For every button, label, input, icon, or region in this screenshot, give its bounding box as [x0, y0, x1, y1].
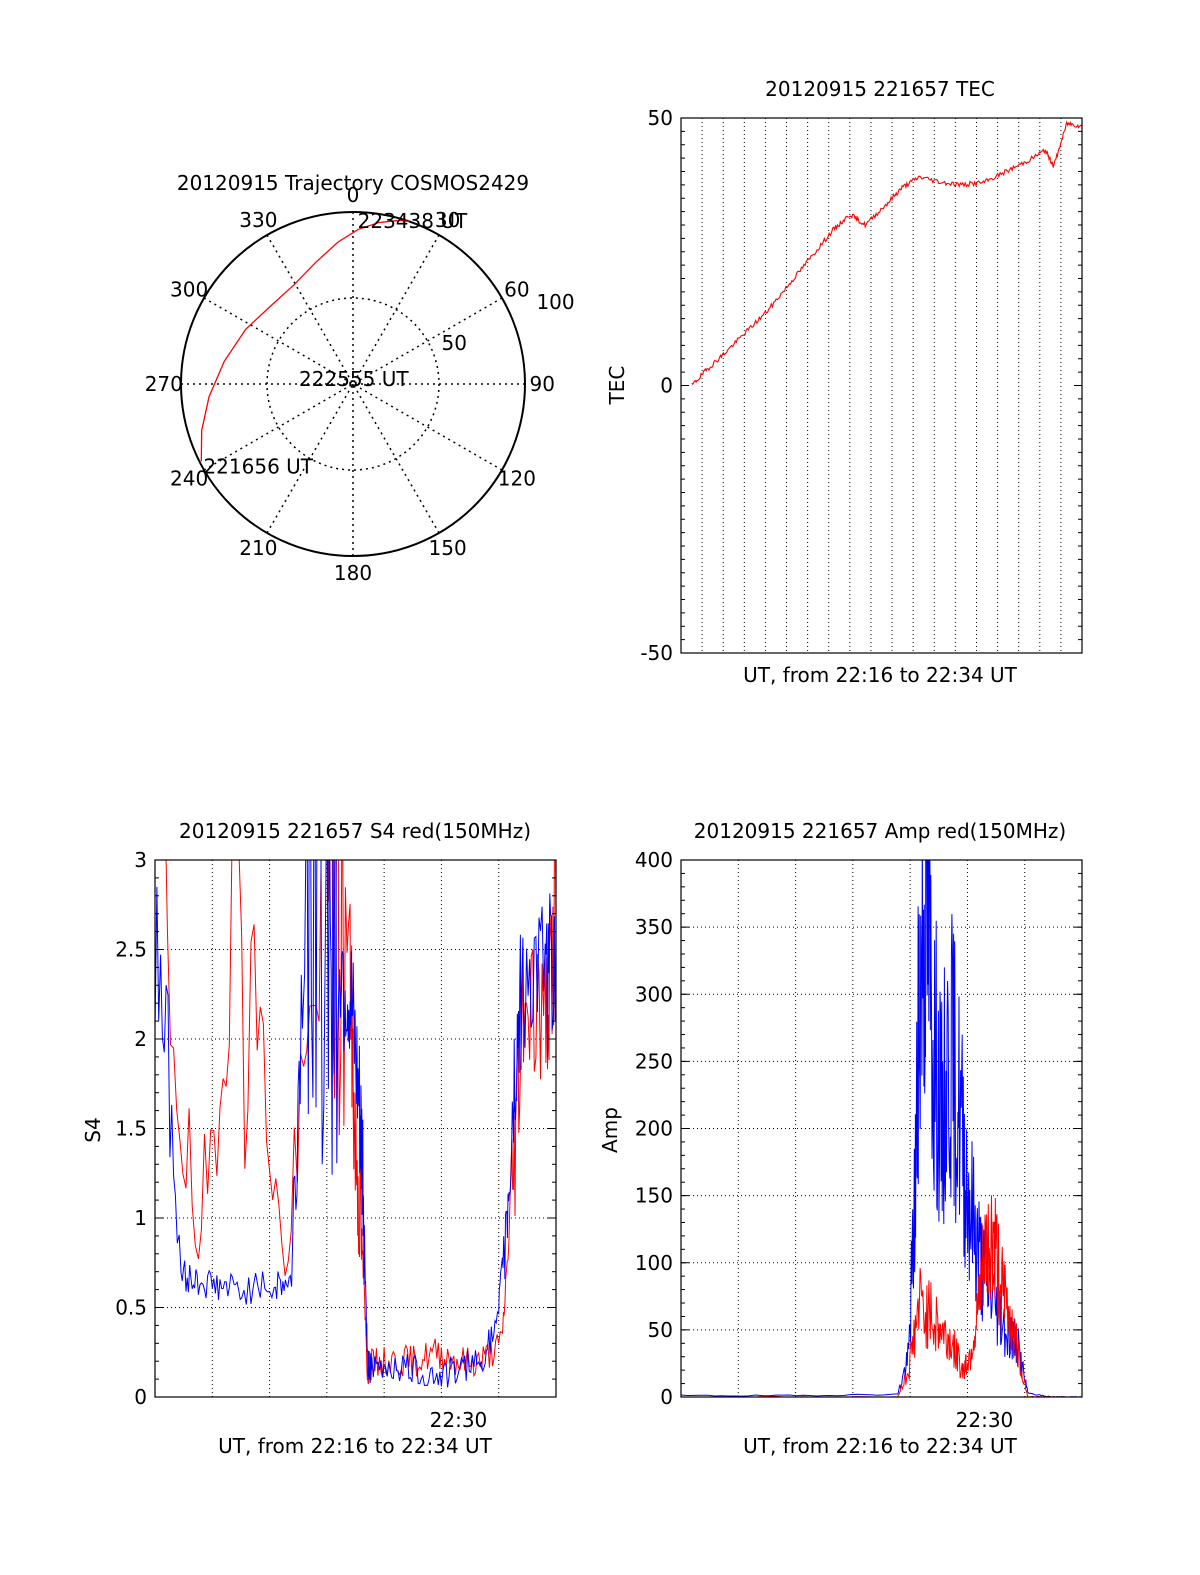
polar-trajectory-plot: 20120915 Trajectory COSMOS2429 0 30 60 90 12…: [145, 171, 575, 585]
polar-azimuth-label: 300: [170, 277, 208, 301]
s4-ylabel: S4: [81, 1117, 105, 1142]
y-tick-label: 0.5: [115, 1296, 147, 1320]
polar-annotation: 221656 UT: [203, 454, 313, 478]
series-line: [691, 120, 1082, 386]
series-line: [165, 860, 556, 1385]
polar-radial-label: 50: [442, 331, 467, 355]
y-tick-label: 400: [635, 848, 673, 872]
x-tick-label: 22:30: [956, 1408, 1014, 1432]
y-tick-label: 1: [134, 1206, 147, 1230]
polar-azimuth-label: 210: [239, 536, 277, 560]
y-tick-label: 200: [635, 1117, 673, 1141]
s4-plot: 20120915 221657 S4 red(150MHz) UT, from …: [81, 819, 557, 1458]
tec-plot: 20120915 221657 TEC UT, from 22:16 to 22…: [605, 77, 1083, 687]
tec-xlabel: UT, from 22:16 to 22:34 UT: [743, 663, 1018, 687]
polar-azimuth-label: 120: [498, 467, 536, 491]
polar-series: [200, 219, 410, 462]
series-group: [681, 860, 1082, 1397]
polar-title: 20120915 Trajectory COSMOS2429: [177, 171, 529, 195]
y-tick-label: 250: [635, 1049, 673, 1073]
polar-azimuth-label: 270: [145, 372, 183, 396]
series-line: [681, 1195, 1082, 1397]
polar-annotation: 223438 UT: [358, 209, 468, 233]
polar-azimuth-label: 150: [429, 536, 467, 560]
y-tick-label: 50: [648, 106, 673, 130]
polar-azimuth-label: 180: [334, 561, 372, 585]
y-tick-label: 150: [635, 1184, 673, 1208]
polar-annotation: 222555 UT: [299, 367, 409, 391]
amp-xlabel: UT, from 22:16 to 22:34 UT: [743, 1434, 1018, 1458]
y-tick-label: -50: [640, 641, 673, 665]
polar-azimuth-label: 60: [504, 277, 529, 301]
tec-ylabel: TEC: [605, 366, 629, 406]
trajectory-line: [200, 219, 410, 462]
amp-plot: 20120915 221657 Amp red(150MHz) UT, from…: [598, 819, 1083, 1458]
series-line: [155, 860, 556, 1388]
y-tick-label: 1.5: [115, 1117, 147, 1141]
polar-radial-label: 100: [536, 290, 574, 314]
series-line: [681, 860, 1082, 1397]
s4-xlabel: UT, from 22:16 to 22:34 UT: [218, 1434, 493, 1458]
axes-frame: [680, 117, 1083, 654]
polar-azimuth-labels: 0 30 60 90 120 150 180 210 240 270 300 330 50 100: [145, 183, 575, 585]
y-tick-label: 350: [635, 915, 673, 939]
polar-azimuth-label: 240: [170, 467, 208, 491]
polar-azimuth-label: 90: [529, 372, 554, 396]
polar-azimuth-label: 30: [435, 208, 460, 232]
polar-grid: [180, 211, 526, 557]
x-tick-label: 22:30: [430, 1408, 488, 1432]
series-group: [155, 860, 556, 1388]
polar-azimuth-label: 0: [347, 183, 360, 207]
y-tick-label: 0: [660, 1385, 673, 1409]
series-group: [691, 120, 1082, 386]
s4-title: 20120915 221657 S4 red(150MHz): [179, 819, 531, 843]
y-tick-label: 2.5: [115, 938, 147, 962]
y-tick-label: 2: [134, 1027, 147, 1051]
tec-title: 20120915 221657 TEC: [765, 77, 995, 101]
y-tick-label: 50: [648, 1318, 673, 1342]
y-tick-label: 0: [660, 374, 673, 398]
amp-title: 20120915 221657 Amp red(150MHz): [694, 819, 1066, 843]
y-tick-label: 300: [635, 982, 673, 1006]
y-tick-label: 0: [134, 1385, 147, 1409]
amp-ylabel: Amp: [598, 1107, 622, 1153]
polar-azimuth-label: 330: [239, 208, 277, 232]
polar-annotations: 223438 UT 222555 UT 221656 UT: [203, 209, 468, 479]
y-tick-label: 3: [134, 848, 147, 872]
y-tick-label: 100: [635, 1251, 673, 1275]
